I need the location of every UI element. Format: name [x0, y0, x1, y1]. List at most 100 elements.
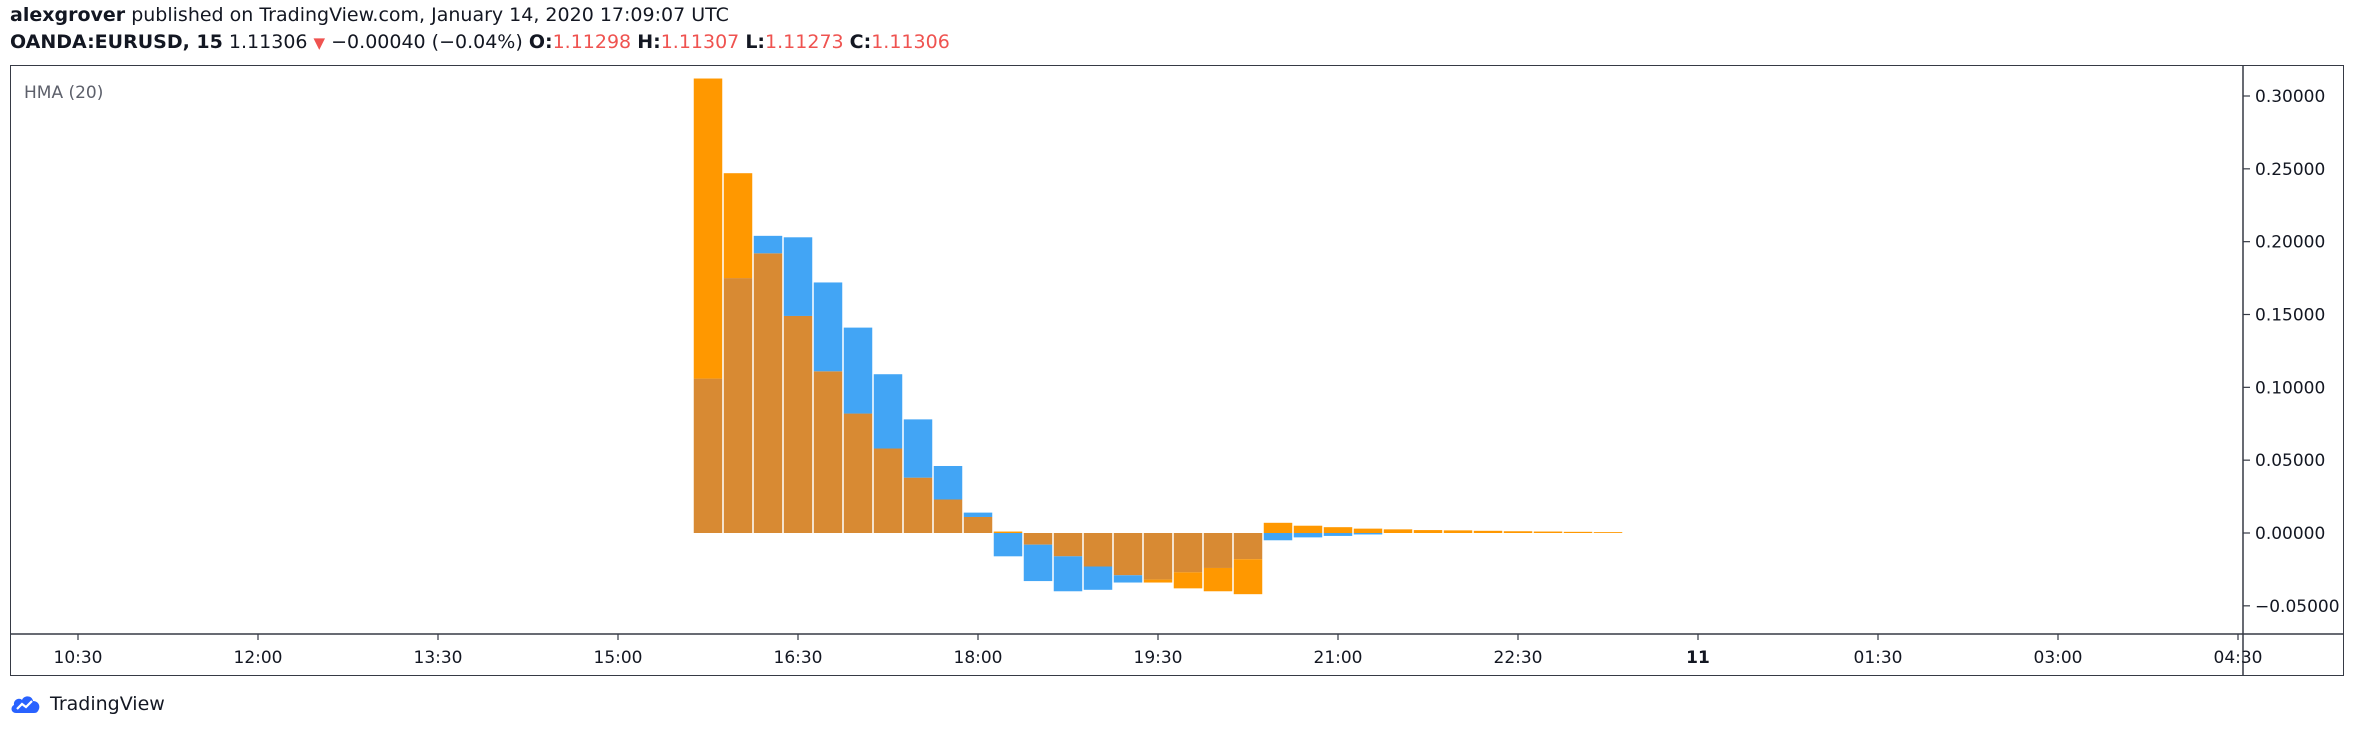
histogram-bar: [1323, 533, 1353, 536]
close-label: C:: [849, 31, 872, 53]
open-value: 1.11298: [552, 31, 632, 53]
x-tick-label: 21:00: [1314, 648, 1363, 668]
histogram-bar: [1053, 556, 1083, 592]
histogram-bar: [1113, 533, 1143, 576]
histogram-bar: [1563, 531, 1593, 533]
histogram-bars: [693, 78, 1623, 595]
histogram-bar: [783, 315, 813, 533]
close-value: 1.11306: [871, 31, 950, 53]
histogram-bar: [783, 237, 813, 316]
x-tick-label: 15:00: [594, 648, 643, 668]
histogram-bar: [993, 531, 1023, 533]
histogram-bar: [1143, 579, 1173, 583]
histogram-bar: [903, 477, 933, 533]
histogram-bar: [963, 512, 993, 517]
histogram-bar: [693, 78, 723, 379]
author-name[interactable]: alexgrover: [10, 4, 126, 26]
footer: TradingView: [10, 691, 165, 717]
histogram-bar: [1143, 533, 1173, 580]
pane-dividers: [11, 66, 2343, 675]
histogram-bar: [693, 378, 723, 533]
histogram-bar: [1053, 533, 1083, 557]
histogram-bar: [1323, 527, 1353, 533]
x-tick-label: 19:30: [1134, 648, 1183, 668]
histogram-bar: [1593, 532, 1623, 533]
histogram-bar: [1293, 533, 1323, 538]
histogram-bar: [1203, 567, 1233, 592]
y-tick-label: 0.30000: [2255, 87, 2325, 107]
symbol-label[interactable]: OANDA:EURUSD, 15: [10, 31, 223, 53]
high-label: H:: [637, 31, 661, 53]
histogram-bar: [963, 516, 993, 533]
histogram-bar: [843, 327, 873, 414]
histogram-bar: [933, 465, 963, 500]
low-label: L:: [745, 31, 766, 53]
time-axis[interactable]: 10:30 12:00 13:30 15:00 16:30 18:00 19:30 21:00…: [54, 634, 2263, 668]
y-tick-label: 0.25000: [2255, 160, 2325, 180]
histogram-bar: [813, 282, 843, 372]
hma-chart[interactable]: HMA (20) 0.350000.300000.250000.200000.1…: [11, 66, 2343, 675]
tradingview-logo-icon[interactable]: [10, 693, 42, 715]
histogram-bar: [753, 235, 783, 254]
indicator-label: HMA (20): [24, 83, 103, 103]
low-value: 1.11273: [765, 31, 844, 53]
y-tick-label: 0.10000: [2255, 378, 2325, 398]
histogram-bar: [1233, 559, 1263, 595]
price-change: −0.00040 (−0.04%): [331, 31, 523, 53]
histogram-bar: [1473, 530, 1503, 533]
histogram-bar: [723, 173, 753, 279]
histogram-bar: [1353, 533, 1383, 535]
histogram-bar: [1233, 533, 1263, 560]
histogram-bar: [1083, 533, 1113, 567]
histogram-bar: [843, 413, 873, 533]
histogram-bar: [1353, 528, 1383, 533]
x-tick-label: 16:30: [774, 648, 823, 668]
x-tick-label: 13:30: [414, 648, 463, 668]
histogram-bar: [723, 278, 753, 533]
tradingview-brand[interactable]: TradingView: [50, 693, 165, 715]
symbol-info-bar: OANDA:EURUSD, 15 1.11306 ▼ −0.00040 (−0.…: [10, 31, 950, 53]
x-tick-label: 10:30: [54, 648, 103, 668]
publish-text: published on TradingView.com, January 14…: [131, 4, 729, 26]
chart-frame: HMA (20) 0.350000.300000.250000.200000.1…: [10, 65, 2344, 676]
x-tick-label: 18:00: [954, 648, 1003, 668]
histogram-bar: [1503, 531, 1533, 533]
y-tick-label: 0.05000: [2255, 451, 2325, 471]
histogram-bar: [993, 533, 1023, 557]
histogram-bar: [1083, 566, 1113, 590]
last-price: 1.11306: [228, 31, 308, 53]
histogram-bar: [933, 499, 963, 533]
histogram-bar: [873, 374, 903, 449]
histogram-bar: [1023, 544, 1053, 582]
publish-info: alexgrover published on TradingView.com,…: [10, 4, 729, 26]
histogram-bar: [753, 253, 783, 533]
x-tick-label: 01:30: [1854, 648, 1903, 668]
histogram-bar: [1173, 572, 1203, 589]
y-tick-label: −0.05000: [2255, 597, 2340, 617]
x-tick-label: 11: [1686, 648, 1710, 668]
histogram-bar: [1203, 533, 1233, 568]
down-arrow-icon: ▼: [313, 34, 326, 52]
histogram-bar: [1263, 533, 1293, 541]
x-tick-label: 12:00: [234, 648, 283, 668]
histogram-bar: [813, 371, 843, 533]
histogram-bar: [1263, 522, 1293, 533]
histogram-bar: [1173, 533, 1203, 573]
open-label: O:: [528, 31, 553, 53]
histogram-bar: [1293, 525, 1323, 533]
x-tick-label: 03:00: [2034, 648, 2083, 668]
histogram-bar: [1113, 575, 1143, 583]
histogram-bar: [1383, 529, 1413, 533]
price-axis[interactable]: 0.350000.300000.250000.200000.150000.100…: [2243, 66, 2340, 617]
y-tick-label: 0.15000: [2255, 306, 2325, 326]
histogram-bar: [1413, 530, 1443, 533]
histogram-bar: [1443, 530, 1473, 533]
histogram-bar: [873, 448, 903, 533]
histogram-bar: [1533, 531, 1563, 533]
high-value: 1.11307: [660, 31, 740, 53]
histogram-bar: [903, 419, 933, 478]
x-tick-label: 22:30: [1494, 648, 1543, 668]
histogram-bar: [1023, 533, 1053, 545]
y-tick-label: 0.20000: [2255, 233, 2325, 253]
x-tick-label: 04:30: [2214, 648, 2263, 668]
